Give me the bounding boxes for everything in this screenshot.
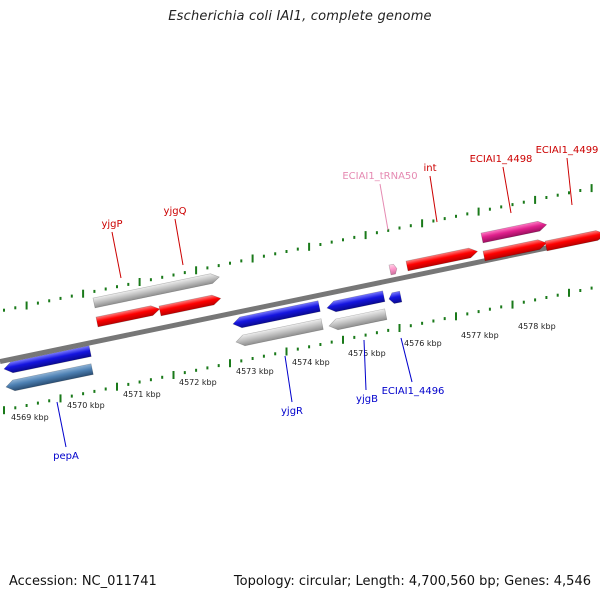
- gene-yjgP-arrow-shape: [95, 305, 161, 328]
- upper-tick-row: [3, 184, 593, 312]
- gene-label[interactable]: yjgP: [101, 219, 122, 230]
- scale-label: 4577 kbp: [461, 331, 499, 340]
- gene-ECIAI1-4498-arrow-shape: [482, 239, 548, 262]
- map-title: Escherichia coli IAI1, complete genome: [168, 9, 432, 24]
- gene-label-leader-line: [284, 355, 293, 403]
- gene-int-arrow[interactable]: [405, 246, 479, 272]
- gene-label[interactable]: ECIAI1_4499: [536, 145, 599, 156]
- gene-yjgR-cds-bar[interactable]: [235, 318, 324, 348]
- gene-ECIAI1-4499-arrow-shape: [544, 230, 600, 252]
- lower-tick-row: [3, 286, 593, 415]
- gene-ECIAI1-tRNA50-mark-shape: [388, 263, 398, 276]
- gene-label-leader-line: [56, 401, 67, 448]
- scale-label: 4574 kbp: [292, 358, 330, 367]
- scale-label: 4573 kbp: [236, 367, 274, 376]
- scale-label: 4576 kbp: [404, 339, 442, 348]
- gene-yjgP-arrow[interactable]: [95, 304, 161, 328]
- gene-label-leader-line: [429, 175, 438, 223]
- scale-label: 4571 kbp: [123, 390, 161, 399]
- gene-ECIAI1-4496-arrow[interactable]: [388, 290, 403, 304]
- gene-ECIAI1-4496-arrow-shape: [388, 290, 403, 304]
- gene-pepA-arrow[interactable]: [3, 345, 92, 375]
- gene-label[interactable]: yjgR: [281, 406, 303, 417]
- gene-ECIAI1-tRNA50-mark[interactable]: [388, 263, 398, 276]
- gene-label-leader-line: [174, 218, 184, 266]
- gene-label-leader-line: [111, 231, 122, 279]
- gene-label-leader-line: [363, 339, 367, 391]
- genome-summary-text: Topology: circular; Length: 4,700,560 bp…: [233, 574, 591, 589]
- gene-label-leader-line: [502, 166, 512, 214]
- gene-ECIAI1-4498-feature[interactable]: [480, 220, 548, 244]
- gene-yjgB-cds-bar-shape: [328, 308, 388, 331]
- gene-label[interactable]: ECIAI1_4496: [382, 386, 445, 397]
- gene-label[interactable]: pepA: [53, 451, 79, 462]
- gene-pepA-cds-bar-shape: [5, 363, 94, 392]
- gene-pepA-cds-bar[interactable]: [5, 363, 94, 393]
- gene-label-leader-line: [566, 157, 573, 206]
- gene-yjgQ-arrow-shape: [158, 294, 222, 317]
- scale-label: 4578 kbp: [518, 322, 556, 331]
- gene-yjgB-arrow-shape: [326, 290, 386, 313]
- scale-label: 4569 kbp: [11, 413, 49, 422]
- gene-yjgR-arrow[interactable]: [232, 300, 321, 330]
- gene-ECIAI1-4499-arrow[interactable]: [544, 229, 600, 252]
- gene-label[interactable]: yjgB: [356, 394, 378, 405]
- gene-int-arrow-shape: [405, 247, 479, 272]
- scale-label: 4572 kbp: [179, 378, 217, 387]
- gene-label[interactable]: int: [423, 163, 436, 174]
- gene-label[interactable]: yjgQ: [164, 206, 187, 217]
- gene-label[interactable]: ECIAI1_4498: [470, 154, 533, 165]
- gene-label-leader-line: [400, 337, 413, 383]
- gene-pepA-arrow-shape: [3, 345, 92, 374]
- accession-text: Accession: NC_011741: [9, 574, 157, 589]
- gene-yjgP-cds-bar-shape: [92, 273, 220, 309]
- gene-yjgR-cds-bar-shape: [235, 318, 324, 347]
- gene-label[interactable]: ECIAI1_tRNA50: [342, 171, 417, 182]
- gene-yjgB-arrow[interactable]: [326, 290, 386, 314]
- gene-yjgB-cds-bar[interactable]: [328, 308, 388, 332]
- scale-label: 4575 kbp: [348, 349, 386, 358]
- gene-ECIAI1-4498-feature-shape: [480, 220, 548, 244]
- gene-ECIAI1-4498-arrow[interactable]: [482, 238, 548, 262]
- scale-label: 4570 kbp: [67, 401, 105, 410]
- gene-yjgP-cds-bar[interactable]: [92, 272, 220, 309]
- gene-label-leader-line: [379, 183, 389, 231]
- gene-yjgQ-arrow[interactable]: [158, 293, 222, 317]
- gene-yjgR-arrow-shape: [232, 300, 321, 329]
